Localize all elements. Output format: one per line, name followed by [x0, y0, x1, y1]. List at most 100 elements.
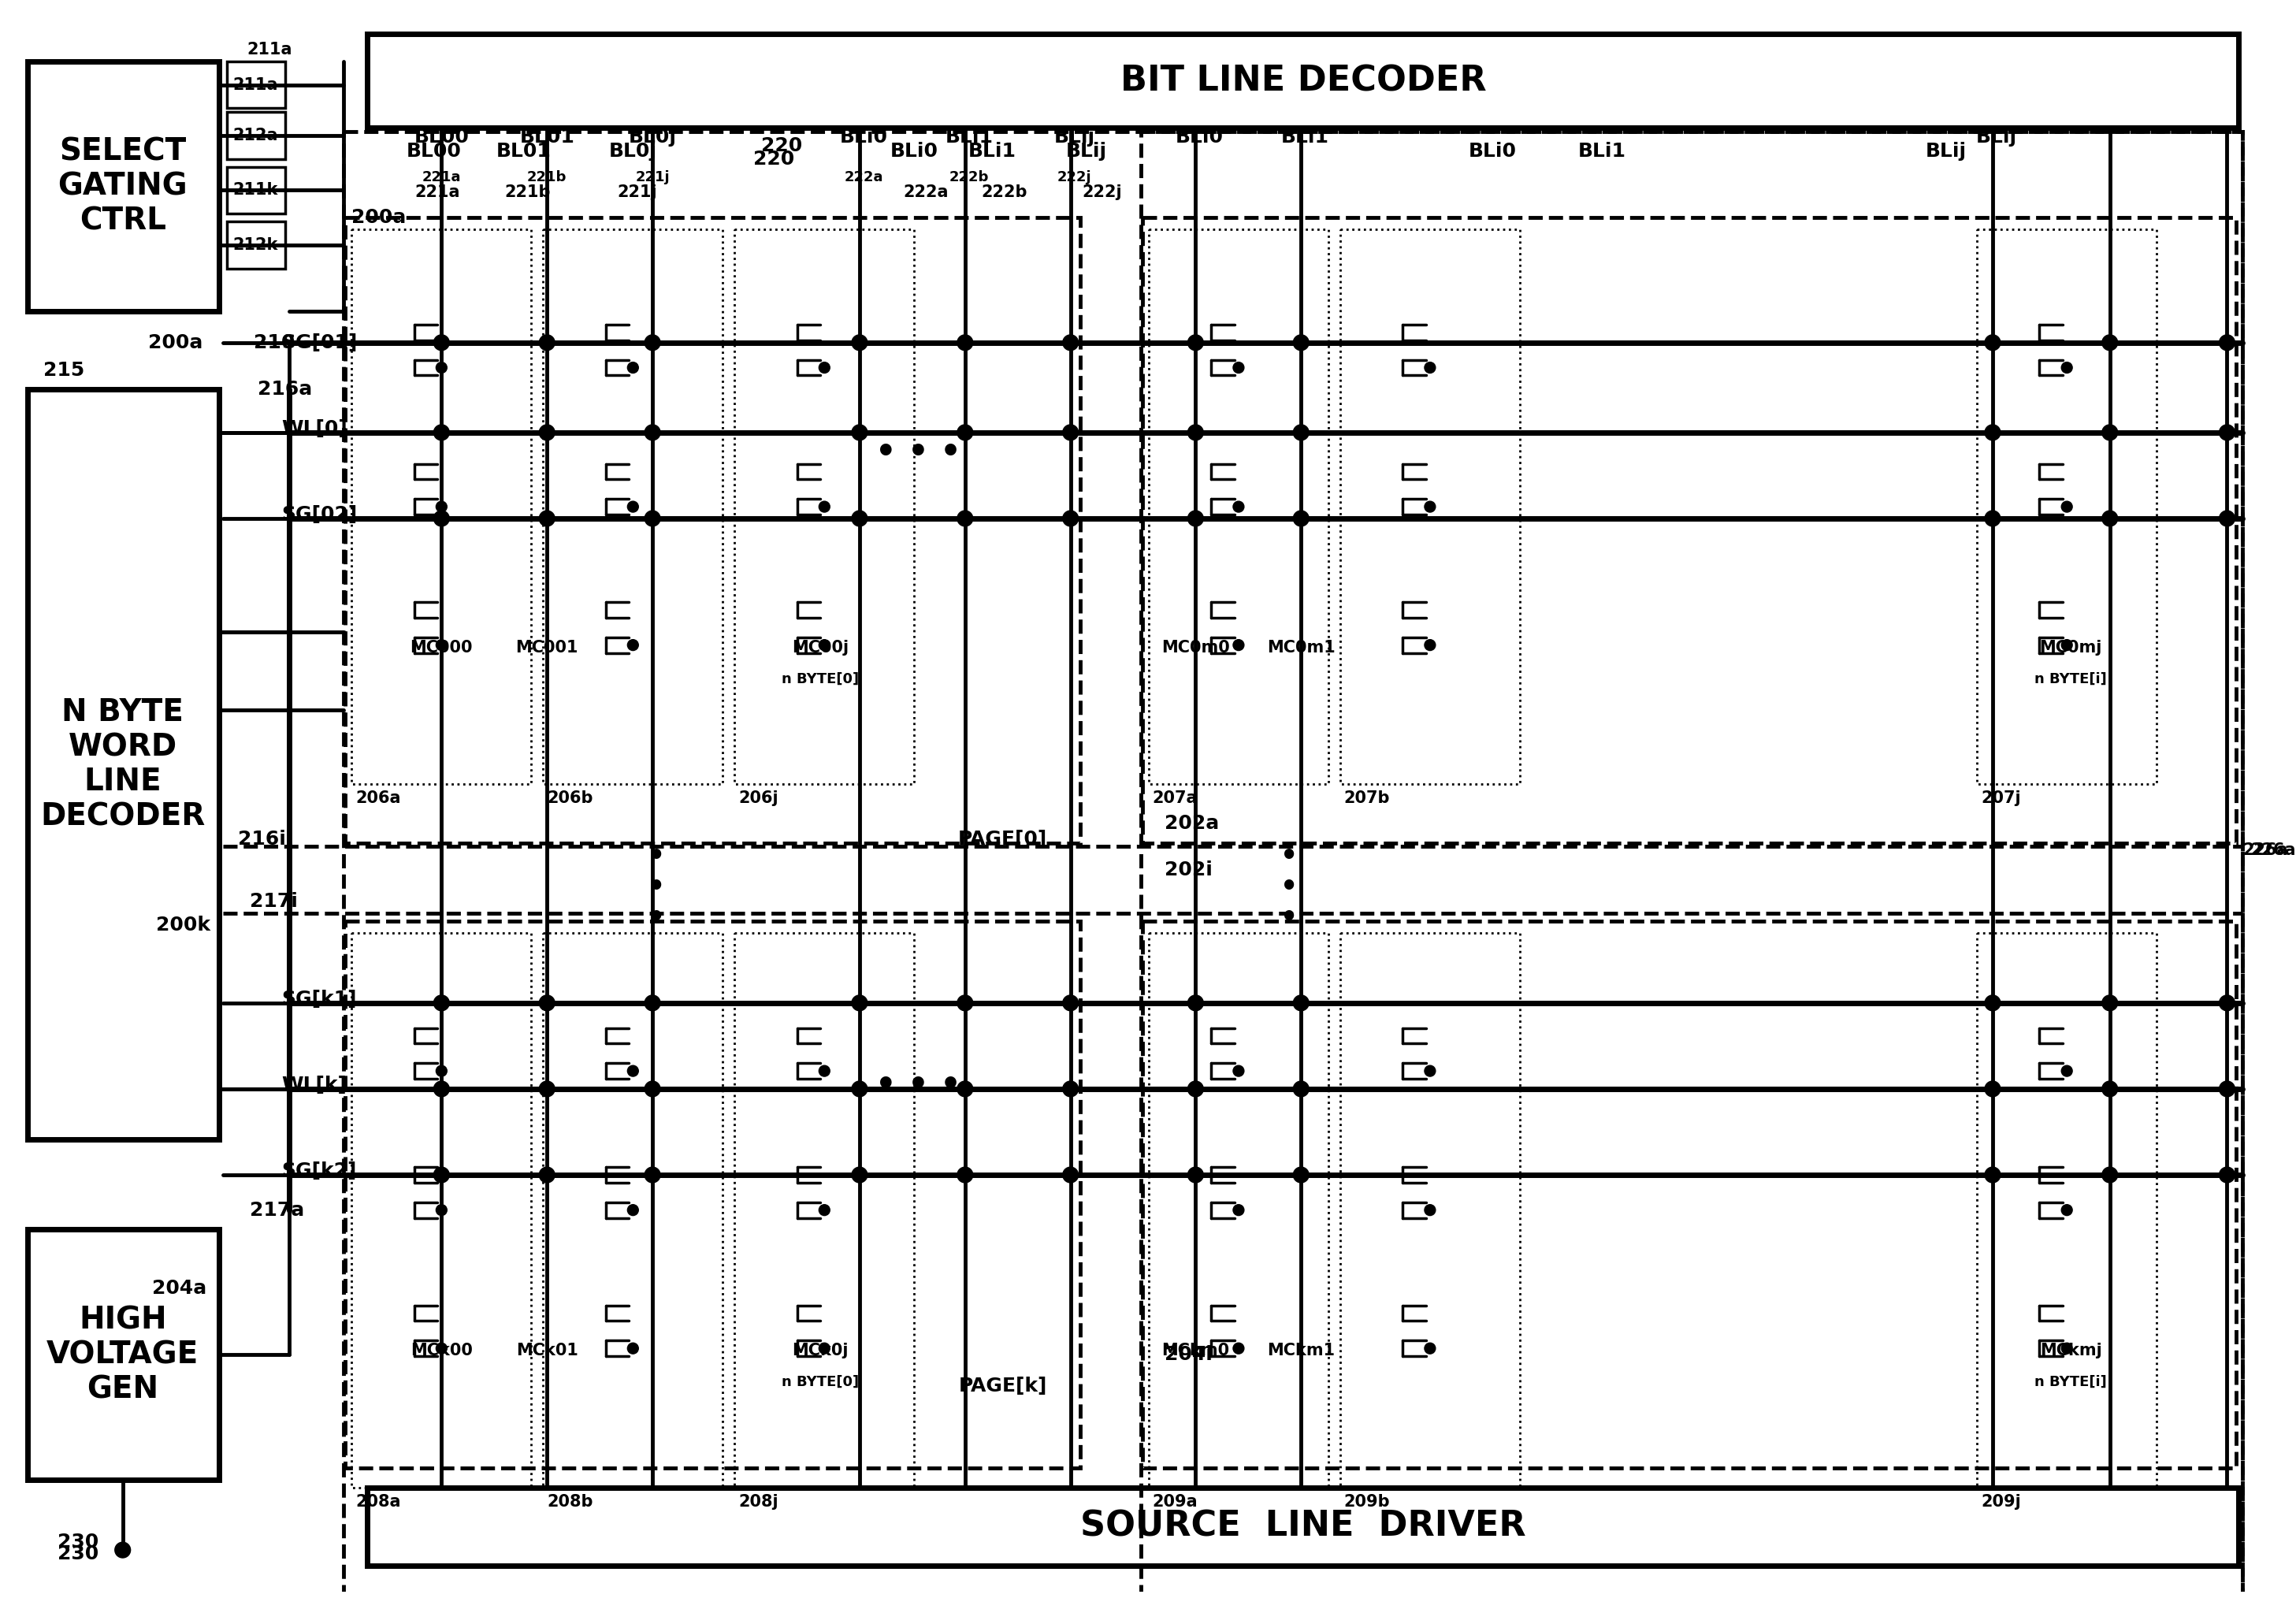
Circle shape — [540, 1167, 556, 1183]
Circle shape — [436, 1066, 448, 1077]
Circle shape — [540, 996, 556, 1012]
Circle shape — [1063, 336, 1079, 350]
Circle shape — [1233, 1342, 1244, 1354]
Bar — [28, 1229, 218, 1480]
Text: N BYTE
WORD
LINE
DECODER: N BYTE WORD LINE DECODER — [41, 698, 204, 831]
Circle shape — [627, 363, 638, 372]
Bar — [28, 61, 218, 312]
Text: 209j: 209j — [1981, 1494, 2020, 1510]
Circle shape — [1187, 1167, 1203, 1183]
Circle shape — [2103, 425, 2117, 441]
Circle shape — [1984, 425, 2000, 441]
Circle shape — [1293, 425, 1309, 441]
Circle shape — [1063, 996, 1079, 1012]
Text: n BYTE[i]: n BYTE[i] — [2034, 1374, 2108, 1389]
Text: 208b: 208b — [546, 1494, 592, 1510]
Bar — [344, 131, 2243, 1598]
Text: WL[0]: WL[0] — [282, 419, 347, 438]
Text: 208a: 208a — [356, 1494, 402, 1510]
Text: 221b: 221b — [505, 185, 551, 200]
Circle shape — [540, 511, 556, 526]
Bar — [1141, 131, 2243, 1598]
Text: 216i: 216i — [239, 829, 287, 849]
Text: 221a: 221a — [422, 169, 461, 184]
Circle shape — [1187, 1082, 1203, 1096]
Bar — [227, 166, 285, 214]
Circle shape — [957, 1167, 974, 1183]
Circle shape — [2220, 996, 2234, 1012]
Text: BLi0: BLi0 — [840, 128, 889, 147]
Circle shape — [627, 639, 638, 650]
Circle shape — [2220, 1167, 2234, 1183]
Circle shape — [2062, 363, 2073, 372]
Circle shape — [852, 511, 868, 526]
Text: BLi0: BLi0 — [1176, 128, 1224, 147]
Bar — [735, 933, 914, 1488]
Circle shape — [1293, 1167, 1309, 1183]
Circle shape — [1233, 1205, 1244, 1216]
Circle shape — [957, 511, 974, 526]
Bar — [227, 61, 285, 109]
Text: SELECT
GATING
CTRL: SELECT GATING CTRL — [57, 137, 188, 237]
Text: BL0j: BL0j — [608, 142, 657, 161]
Circle shape — [434, 996, 450, 1012]
Circle shape — [1424, 639, 1435, 650]
Text: MCkm0: MCkm0 — [1162, 1342, 1228, 1358]
Text: 212a: 212a — [232, 128, 278, 144]
Circle shape — [1233, 363, 1244, 372]
Bar — [1341, 229, 1520, 785]
Circle shape — [627, 1342, 638, 1354]
Circle shape — [436, 639, 448, 650]
Circle shape — [2220, 336, 2234, 350]
Circle shape — [852, 1167, 868, 1183]
Circle shape — [957, 1082, 974, 1096]
Text: 210: 210 — [255, 332, 296, 352]
Text: 208j: 208j — [739, 1494, 778, 1510]
Circle shape — [2062, 1205, 2073, 1216]
Text: BIT LINE DECODER: BIT LINE DECODER — [1120, 64, 1486, 97]
Circle shape — [2103, 1082, 2117, 1096]
Circle shape — [1984, 336, 2000, 350]
Text: 200a: 200a — [351, 208, 406, 227]
Circle shape — [852, 425, 868, 441]
Text: BLi1: BLi1 — [1577, 142, 1626, 161]
Bar — [227, 112, 285, 158]
Circle shape — [1187, 336, 1203, 350]
Bar — [351, 229, 530, 785]
Circle shape — [627, 1066, 638, 1077]
Circle shape — [1984, 1167, 2000, 1183]
Text: 200a: 200a — [149, 332, 202, 352]
Text: 211k: 211k — [232, 182, 278, 198]
Circle shape — [1424, 1066, 1435, 1077]
Text: BL01: BL01 — [496, 142, 551, 161]
Text: BL0j: BL0j — [629, 128, 677, 147]
Text: n BYTE[i]: n BYTE[i] — [2034, 671, 2108, 686]
Text: 221b: 221b — [528, 169, 567, 184]
Circle shape — [957, 425, 974, 441]
Circle shape — [1233, 1066, 1244, 1077]
Circle shape — [645, 425, 661, 441]
Circle shape — [1187, 996, 1203, 1012]
Text: BLi0: BLi0 — [891, 142, 939, 161]
Circle shape — [627, 1205, 638, 1216]
Circle shape — [1984, 996, 2000, 1012]
Circle shape — [1187, 511, 1203, 526]
Text: 212k: 212k — [232, 237, 278, 252]
Text: MC0m1: MC0m1 — [1267, 639, 1336, 655]
Text: MCkmj: MCkmj — [2039, 1342, 2101, 1358]
Text: 206a: 206a — [356, 791, 402, 805]
Circle shape — [540, 425, 556, 441]
Circle shape — [1984, 1082, 2000, 1096]
Bar — [367, 1488, 2239, 1566]
Text: BLij: BLij — [1926, 142, 1965, 161]
Text: BL00: BL00 — [413, 128, 468, 147]
Text: 226a: 226a — [2243, 842, 2289, 858]
Text: BLi1: BLi1 — [1281, 128, 1329, 147]
Bar — [735, 229, 914, 785]
Text: 206b: 206b — [546, 791, 592, 805]
Circle shape — [2103, 996, 2117, 1012]
Circle shape — [436, 502, 448, 513]
Text: 230: 230 — [57, 1532, 99, 1552]
Text: MCkm1: MCkm1 — [1267, 1342, 1334, 1358]
Text: WL[k]: WL[k] — [282, 1075, 347, 1095]
